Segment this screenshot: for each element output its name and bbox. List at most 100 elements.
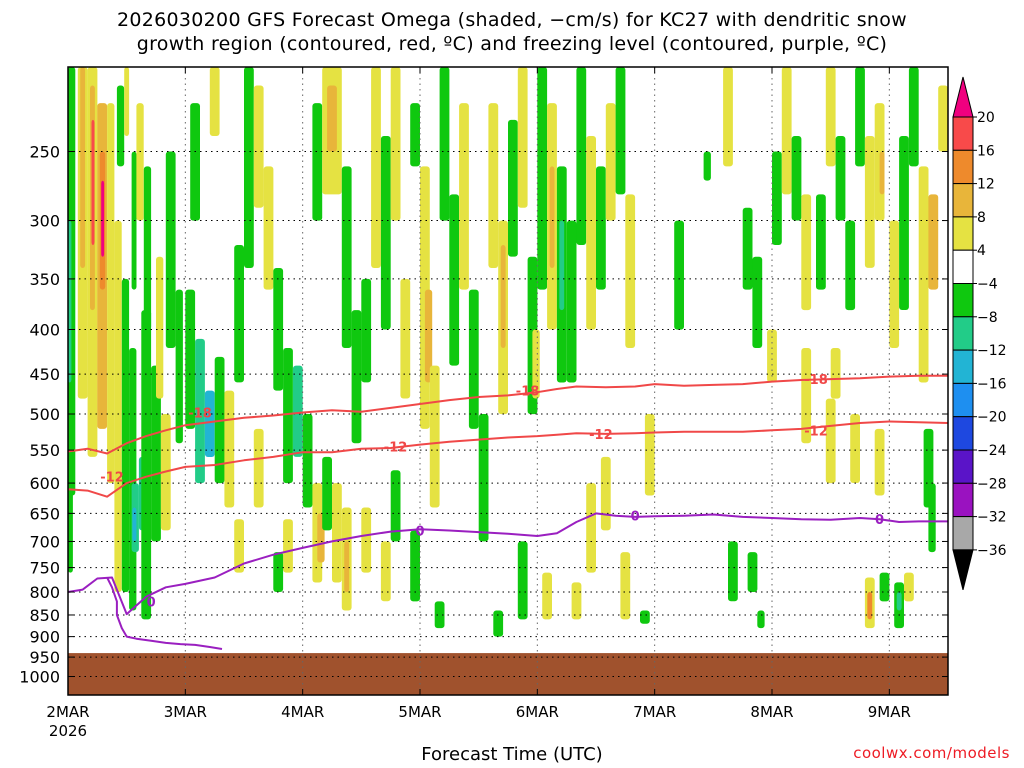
omega-shade-cell <box>429 365 440 508</box>
omega-shade-cell <box>390 67 401 221</box>
y-tick-label: 300 <box>29 212 60 231</box>
omega-shade-cell <box>390 470 401 542</box>
y-tick-label: 800 <box>29 583 60 602</box>
omega-shade-cell <box>874 428 885 496</box>
omega-shade-cell <box>801 194 812 311</box>
colorbar-level-label: −24 <box>977 443 1007 459</box>
omega-shade-cell <box>185 289 196 429</box>
omega-shade-cell <box>380 541 391 602</box>
y-tick-label: 450 <box>29 365 60 384</box>
grid-layer <box>67 67 948 695</box>
omega-shade-cell <box>674 220 684 330</box>
omega-shade-cell <box>439 67 450 221</box>
omega-shade-cell <box>899 136 909 310</box>
omega-shade-cell <box>532 329 540 399</box>
omega-shade-cell <box>68 220 72 383</box>
omega-shade-cell <box>263 166 274 290</box>
omega-shade-cell <box>121 278 130 592</box>
contour-label: 0 <box>147 595 156 610</box>
axes-layer: 250 300 350 400 450 500 550 600 650 700 750 800 850 9… <box>19 67 948 740</box>
omega-shade-cell <box>165 151 176 348</box>
chart-title-line-2: growth region (contoured, red, ºC) and f… <box>136 33 888 55</box>
omega-shade-cell <box>825 398 836 484</box>
omega-shade-cell <box>361 278 372 383</box>
ground-layer <box>68 653 948 695</box>
colorbar-level-label: −36 <box>977 543 1007 559</box>
omega-shade-cell <box>571 582 582 620</box>
omega-shade-cell <box>850 414 860 483</box>
plot-frame <box>67 66 949 696</box>
omega-shade-cell <box>292 365 303 457</box>
omega-shade-cell <box>156 256 164 399</box>
omega-shade-cell <box>253 85 264 208</box>
omega-shade-cell <box>801 348 812 444</box>
omega-shade-cell <box>767 329 777 383</box>
omega-shade-cell <box>620 552 631 620</box>
omega-shade-cell <box>332 483 342 583</box>
colorbar-swatch <box>952 516 974 551</box>
omega-shade-cell <box>478 414 489 542</box>
omega-shade-cell <box>904 572 914 602</box>
omega-shade-cell <box>234 519 244 573</box>
y-tick-label: 650 <box>29 504 60 523</box>
y-tick-label: 400 <box>29 321 60 340</box>
credit-link[interactable]: coolwx.com/models <box>853 744 1010 762</box>
omega-shade-cell <box>625 194 636 348</box>
colorbar-level-label: −8 <box>977 310 998 326</box>
y-tick-label: 850 <box>29 606 60 625</box>
omega-shade-cell <box>889 220 900 348</box>
omega-shade-cell <box>816 194 826 290</box>
colorbar-level-label: −32 <box>977 510 1007 526</box>
omega-shading-layer <box>68 67 948 637</box>
colorbar-swatch <box>952 482 974 518</box>
omega-shade-cell <box>424 289 433 383</box>
omega-shade-cell <box>928 194 939 290</box>
freezing-level-contour-line <box>67 512 948 616</box>
colorbar-level-label: 8 <box>977 210 986 226</box>
omega-shade-cell <box>283 519 293 573</box>
omega-shade-cell <box>500 245 506 348</box>
colorbar-level-label: −16 <box>977 376 1007 392</box>
plot-border <box>67 66 949 696</box>
omega-shade-cell <box>576 67 587 245</box>
omega-shade-cell <box>175 289 183 444</box>
y-tick-label: 550 <box>29 441 60 460</box>
contour-label: -12 <box>589 428 613 443</box>
omega-shade-cell <box>80 67 86 268</box>
omega-shade-cell <box>68 398 73 573</box>
omega-shade-cell <box>224 390 235 508</box>
omega-shade-cell <box>867 592 873 620</box>
x-axis-label: Forecast Time (UTC) <box>421 744 603 765</box>
contour-label: -18 <box>516 385 540 400</box>
omega-shade-cell <box>781 67 792 195</box>
y-tick-label: 500 <box>29 405 60 424</box>
omega-shade-cell <box>596 166 606 290</box>
omega-shade-cell <box>234 245 244 383</box>
contour-layer: -18 -18 -18 -12 -12 -12 -12 0 0 0 0 <box>67 373 949 650</box>
omega-shade-cell <box>586 483 596 573</box>
colorbar-swatch <box>952 449 974 484</box>
x-tick-label: 8MAR <box>750 703 793 721</box>
colorbar-level-label: −28 <box>977 476 1007 492</box>
dgz-contour-line <box>67 374 948 455</box>
omega-shade-cell <box>434 601 445 629</box>
dgz-contour-line <box>67 420 949 498</box>
y-tick-label: 250 <box>29 143 60 162</box>
colorbar-swatch <box>952 349 974 384</box>
colorbar-swatch <box>952 149 974 185</box>
omega-shade-cell <box>204 390 215 457</box>
omega-shade-cell <box>132 507 137 542</box>
omega-shade-cell <box>537 67 548 290</box>
omega-shade-cell <box>747 552 758 592</box>
omega-shade-cell <box>410 103 420 167</box>
omega-shade-cell <box>559 220 565 311</box>
y-tick-label: 700 <box>29 532 60 551</box>
colorbar-swatch <box>952 382 974 418</box>
omega-shade-cell <box>116 85 125 167</box>
omega-shade-cell <box>244 67 254 268</box>
omega-shade-cell <box>549 166 555 268</box>
omega-shade-cell <box>190 103 200 221</box>
omega-shade-cell <box>703 151 711 181</box>
omega-shade-cell <box>371 67 381 268</box>
omega-shade-cell <box>322 456 332 531</box>
